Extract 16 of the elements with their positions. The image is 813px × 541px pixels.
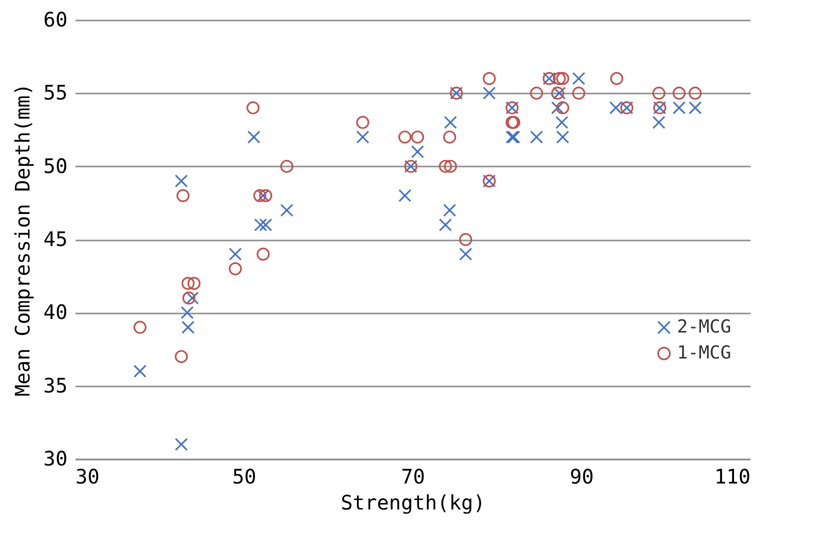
x-tick-label: 110: [714, 464, 750, 488]
x-tick-label: 90: [570, 464, 594, 488]
y-axis-title: Mean Compression Depth(mm): [10, 83, 34, 397]
x-tick-label: 30: [76, 464, 100, 488]
x-axis-title: Strength(kg): [340, 490, 486, 514]
y-tick-label: 45: [43, 227, 68, 251]
y-tick-label: 55: [43, 80, 68, 105]
x-tick-label: 70: [400, 464, 426, 488]
y-tick-label: 60: [43, 8, 68, 32]
legend-label: 2-MCG: [677, 316, 732, 338]
y-tick-label: 35: [43, 373, 68, 398]
y-tick-label: 40: [43, 300, 68, 324]
y-tick-label: 30: [43, 446, 68, 470]
y-tick-label: 50: [43, 154, 68, 178]
legend-label: 1-MCG: [677, 342, 732, 364]
x-tick-label: 50: [232, 464, 256, 488]
